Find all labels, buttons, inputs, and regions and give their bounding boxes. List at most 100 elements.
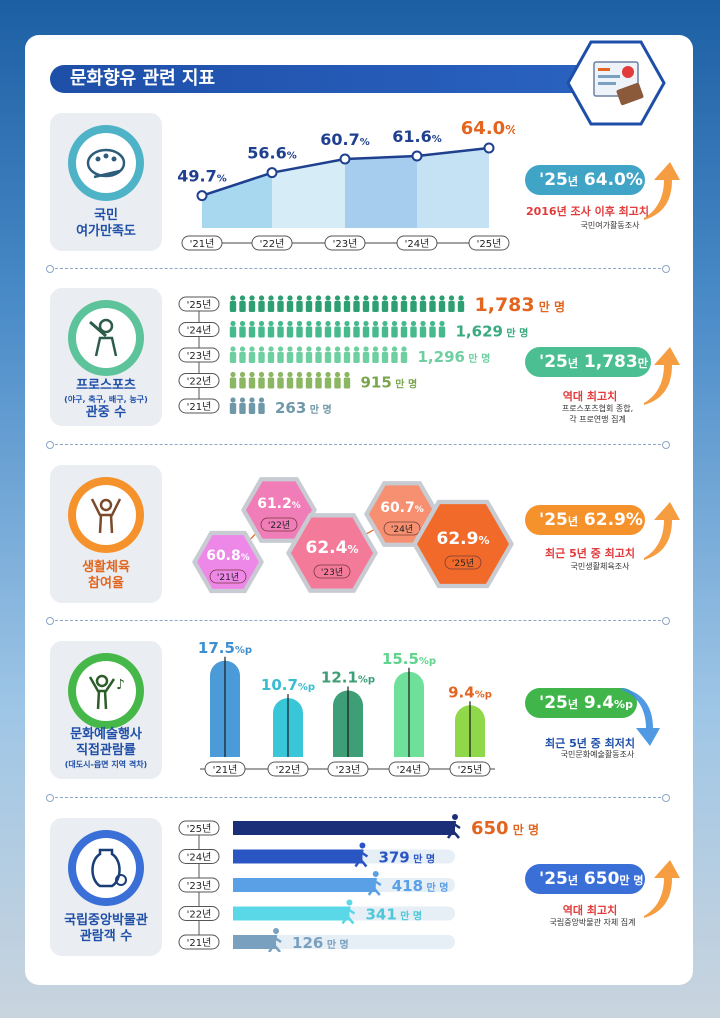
- data-label: 1,783 만 명: [475, 294, 566, 316]
- person-icon: [239, 397, 246, 414]
- museum-label-line2: 관람객 수: [79, 929, 133, 944]
- y-tick-label-box: [178, 296, 220, 312]
- y-tick-label-box: [178, 820, 220, 836]
- person-icon: [296, 346, 303, 363]
- leisure-highlight-pill: '25년 64.0%: [525, 165, 645, 195]
- x-tick-label: '25년: [477, 238, 502, 250]
- up-arrow-icon: [644, 860, 680, 918]
- person-icon: [353, 295, 360, 312]
- person-icon: [324, 371, 332, 389]
- data-label: 61.2%: [257, 496, 301, 512]
- y-tick-label-box: [178, 877, 220, 893]
- arts-label-line1: 문화예술행사: [70, 727, 142, 742]
- person-icon: [324, 295, 332, 312]
- person-icon: [277, 346, 284, 363]
- data-label: 49.7%: [177, 167, 227, 186]
- sports-participation-chart: 60.8% '21년 61.2% '22년 62.4% '23년 60.7% '24년 62.9…: [192, 477, 514, 594]
- person-icon: [286, 346, 294, 363]
- museum-highlight-pill: '25년 650만 명: [525, 864, 645, 894]
- palette-icon: [68, 125, 144, 201]
- person-icon: [305, 320, 313, 338]
- x-tick-label-box: [204, 761, 246, 777]
- prosports-label-sub: (야구, 축구, 배구, 농구): [64, 395, 148, 404]
- person-icon: [410, 295, 417, 312]
- data-label: 60.7%: [380, 500, 424, 516]
- prosports-label-line2: 관중 수: [85, 405, 127, 420]
- arts-tile: ♪ 문화예술행사 직접관람률 (대도시-읍면 지역 격차): [50, 641, 162, 779]
- data-label: 126 만 명: [292, 934, 349, 952]
- data-label: 12.1%p: [321, 668, 375, 686]
- person-icon: [296, 371, 303, 389]
- data-label: 60.7%: [320, 130, 370, 149]
- prosports-note: 역대 최고치: [562, 390, 618, 403]
- prosports-tile: 프로스포츠 (야구, 축구, 배구, 농구) 관중 수: [50, 288, 162, 426]
- y-tick-label-box: [178, 347, 220, 363]
- divider: [46, 794, 670, 802]
- walking-person-icon: [446, 814, 461, 839]
- y-tick-label-box: [178, 849, 220, 864]
- person-icon: [315, 346, 322, 363]
- data-label: 17.5%p: [198, 640, 252, 657]
- up-arrow-icon: [644, 347, 680, 405]
- person-icon: [277, 295, 284, 312]
- person-icon: [258, 346, 265, 363]
- x-tick-label: '24년: [405, 238, 430, 250]
- leisure-tile: 국민 여가만족도: [50, 113, 162, 251]
- bar: [233, 849, 363, 864]
- museum-visitors-chart: '25년 650 만 명 '24년 379 만 명 '23년 418 만 명 '22년 341…: [178, 814, 539, 952]
- x-tick-label: '25년: [452, 558, 474, 569]
- data-label: 379 만 명: [378, 849, 435, 867]
- y-tick-label: '24년: [187, 852, 212, 864]
- person-icon: [296, 320, 303, 338]
- x-tick-label: '22년: [268, 520, 290, 531]
- divider: [46, 617, 670, 625]
- person-icon: [391, 320, 398, 338]
- person-icon: [343, 346, 351, 363]
- person-icon: [239, 371, 246, 389]
- bar-track: [233, 935, 455, 949]
- sports-highlight-pill: '25년 62.9%: [525, 505, 645, 535]
- museum-note: 역대 최고치: [562, 904, 618, 917]
- person-icon: [239, 295, 246, 312]
- person-icon: [391, 346, 398, 363]
- baseball-player-icon: [68, 300, 144, 376]
- person-icon: [381, 346, 389, 363]
- down-arrow-icon: [622, 688, 660, 746]
- data-label: 56.6%: [247, 144, 297, 163]
- person-icon: [267, 295, 275, 312]
- person-icon: [229, 397, 237, 414]
- data-point: [339, 153, 351, 165]
- x-tick-label-box: [260, 517, 298, 532]
- bar: [233, 821, 455, 835]
- person-icon: [448, 295, 455, 312]
- person-icon: [419, 295, 427, 312]
- x-tick-label-box: [324, 235, 366, 251]
- sports-label-line2: 참여율: [88, 576, 124, 591]
- person-icon: [324, 346, 332, 363]
- walking-person-icon: [354, 842, 369, 868]
- area-segment: [417, 148, 489, 228]
- x-tick-label-box: [388, 761, 430, 777]
- person-icon: [258, 320, 265, 338]
- person-icon: [429, 295, 436, 312]
- data-label: 62.9%: [437, 529, 490, 549]
- sports-note: 최근 5년 중 최고치: [545, 547, 635, 560]
- person-icon: [229, 346, 237, 363]
- data-point: [411, 150, 423, 162]
- bar: [233, 906, 350, 921]
- person-icon: [391, 295, 398, 312]
- sports-source: 국민생활체육조사: [570, 562, 630, 571]
- svg-text:♪: ♪: [116, 677, 125, 693]
- y-tick-label: '25년: [187, 823, 212, 835]
- data-label: 418 만 명: [392, 877, 449, 895]
- leisure-note: 2016년 조사 이후 최고치: [525, 205, 650, 218]
- y-tick-label: '21년: [187, 401, 212, 413]
- x-tick-label-box: [383, 521, 421, 536]
- prosports-highlight-pill: '25년 1,783만 명: [525, 347, 651, 402]
- y-tick-label: '25년: [187, 299, 212, 311]
- person-icon: [239, 346, 246, 363]
- person-icon: [381, 320, 389, 338]
- person-icon: [400, 295, 408, 312]
- person-icon: [381, 295, 389, 312]
- person-icon: [429, 320, 436, 338]
